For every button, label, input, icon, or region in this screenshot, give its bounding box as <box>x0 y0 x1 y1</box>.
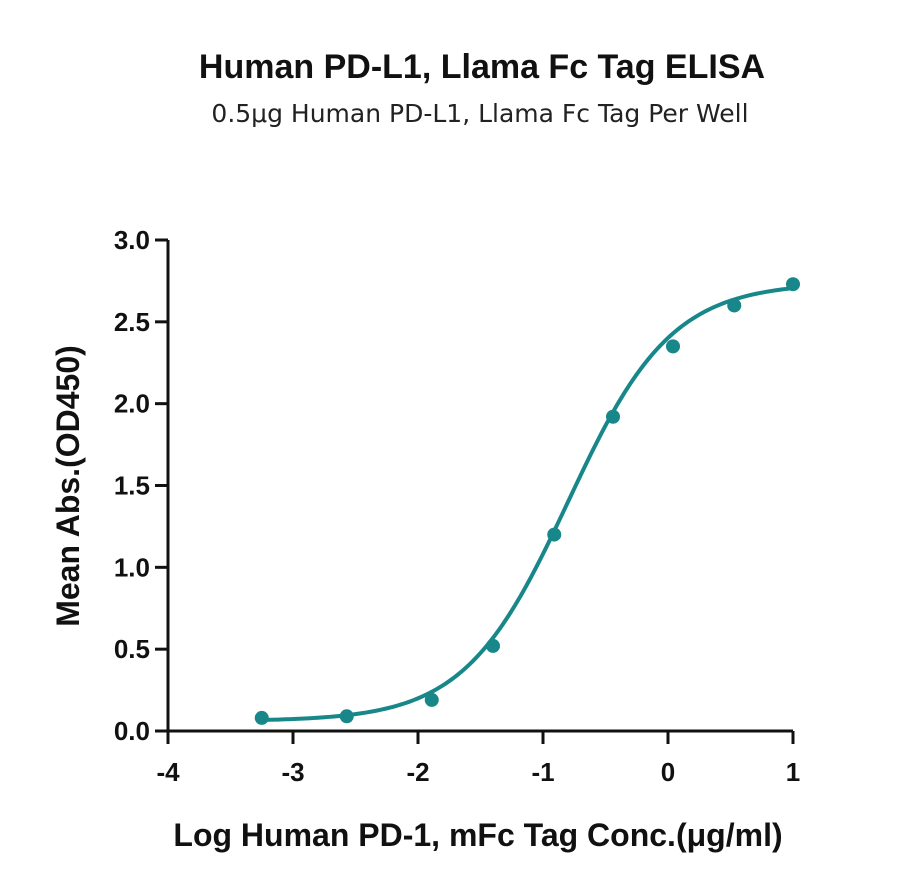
x-tick-label: -1 <box>531 757 554 787</box>
data-point <box>339 709 354 724</box>
y-tick-label: 2.0 <box>114 389 150 419</box>
x-tick-label: 1 <box>786 757 800 787</box>
plot-area <box>254 277 800 725</box>
x-tick-label: -3 <box>281 757 304 787</box>
fit-curve <box>257 286 795 723</box>
y-axis: 0.0 0.5 1.0 1.5 2.0 2.5 3.0 <box>114 225 170 746</box>
data-point <box>666 339 680 354</box>
data-point <box>254 710 269 725</box>
x-tick-label: 0 <box>661 757 675 787</box>
x-axis-label: Log Human PD-1, mFc Tag Conc.(μg/ml) <box>173 817 782 853</box>
data-point <box>547 527 562 542</box>
data-point <box>486 638 500 653</box>
data-point <box>786 277 800 292</box>
data-point <box>424 692 439 707</box>
y-tick-label: 3.0 <box>114 225 150 255</box>
data-point <box>606 409 620 424</box>
y-tick-label: 0.5 <box>114 634 150 664</box>
y-tick-label: 0.0 <box>114 716 150 746</box>
y-tick-label: 1.0 <box>114 552 150 582</box>
y-tick-label: 1.5 <box>114 471 150 501</box>
chart-subtitle: 0.5μg Human PD-L1, Llama Fc Tag Per Well <box>211 99 748 128</box>
chart-title: Human PD-L1, Llama Fc Tag ELISA <box>199 48 765 86</box>
x-axis: -4 -3 -2 -1 0 1 <box>156 729 800 787</box>
y-axis-label: Mean Abs.(OD450) <box>50 345 86 627</box>
x-tick-label: -4 <box>156 757 180 787</box>
y-tick-label: 2.5 <box>114 307 150 337</box>
data-point <box>727 298 742 313</box>
x-tick-label: -2 <box>406 757 429 787</box>
